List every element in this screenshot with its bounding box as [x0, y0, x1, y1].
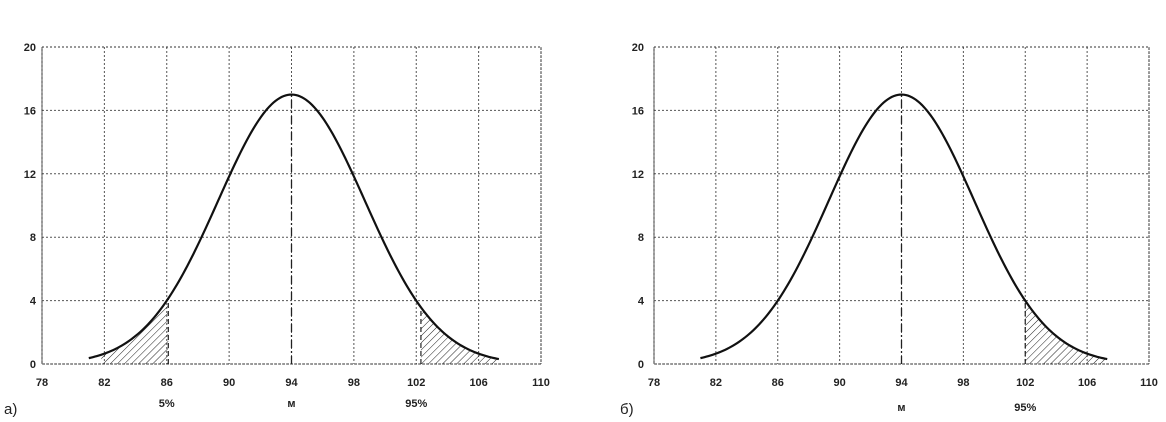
- x-tick-label: 82: [98, 377, 110, 389]
- x-tick-label: 106: [1078, 377, 1096, 389]
- x-tick-label: 110: [1140, 377, 1158, 389]
- under-axis-label: м: [287, 398, 295, 410]
- x-tick-label: 78: [648, 377, 660, 389]
- normal-distribution-curve: [88, 93, 500, 361]
- shaded-region-2: [420, 307, 499, 364]
- under-axis-label: 5%: [159, 398, 175, 410]
- plot-frame: [653, 46, 1150, 365]
- y-tick-label: 12: [24, 169, 36, 181]
- shaded-region-1: [101, 298, 169, 364]
- x-tick-label: 106: [469, 377, 487, 389]
- x-tick-label: 94: [895, 377, 908, 389]
- under-axis-label: 95%: [1014, 402, 1036, 414]
- under-axis-label: 95%: [405, 398, 427, 410]
- x-tick-label: 110: [532, 377, 550, 389]
- x-tick-label: 102: [407, 377, 425, 389]
- x-tick-label: 82: [710, 377, 722, 389]
- x-tick-label: 86: [772, 377, 784, 389]
- y-tick-label: 4: [30, 296, 37, 308]
- y-tick-label: 20: [632, 42, 644, 54]
- x-tick-label: 86: [161, 377, 173, 389]
- y-tick-label: 16: [24, 105, 36, 117]
- x-tick-label: 78: [36, 377, 48, 389]
- normal-distribution-curve: [700, 93, 1108, 361]
- x-tick-label: 94: [285, 377, 298, 389]
- y-tick-label: 4: [638, 296, 645, 308]
- y-tick-label: 0: [638, 359, 644, 371]
- panel-label: б): [620, 401, 634, 418]
- x-tick-label: 98: [348, 377, 360, 389]
- y-tick-label: 8: [30, 232, 36, 244]
- y-tick-label: 12: [632, 169, 644, 181]
- y-tick-label: 20: [24, 42, 36, 54]
- x-tick-label: 90: [223, 377, 235, 389]
- x-tick-label: 102: [1016, 377, 1034, 389]
- y-tick-label: 8: [638, 232, 644, 244]
- y-tick-label: 16: [632, 105, 644, 117]
- chart-panel-1: 0 4 8 12 16 20 78 82 86 90 94 98 102 106 110 5% м 95% а): [4, 42, 550, 418]
- shaded-region-1: [1025, 300, 1108, 364]
- under-axis-label: м: [897, 402, 905, 414]
- panel-label: а): [4, 401, 17, 418]
- x-tick-label: 98: [957, 377, 969, 389]
- chart-panel-2: 0 4 8 12 16 20 78 82 86 90 94 98 102 106 110 м 95% б): [620, 42, 1158, 418]
- y-tick-label: 0: [30, 359, 36, 371]
- x-tick-label: 90: [834, 377, 846, 389]
